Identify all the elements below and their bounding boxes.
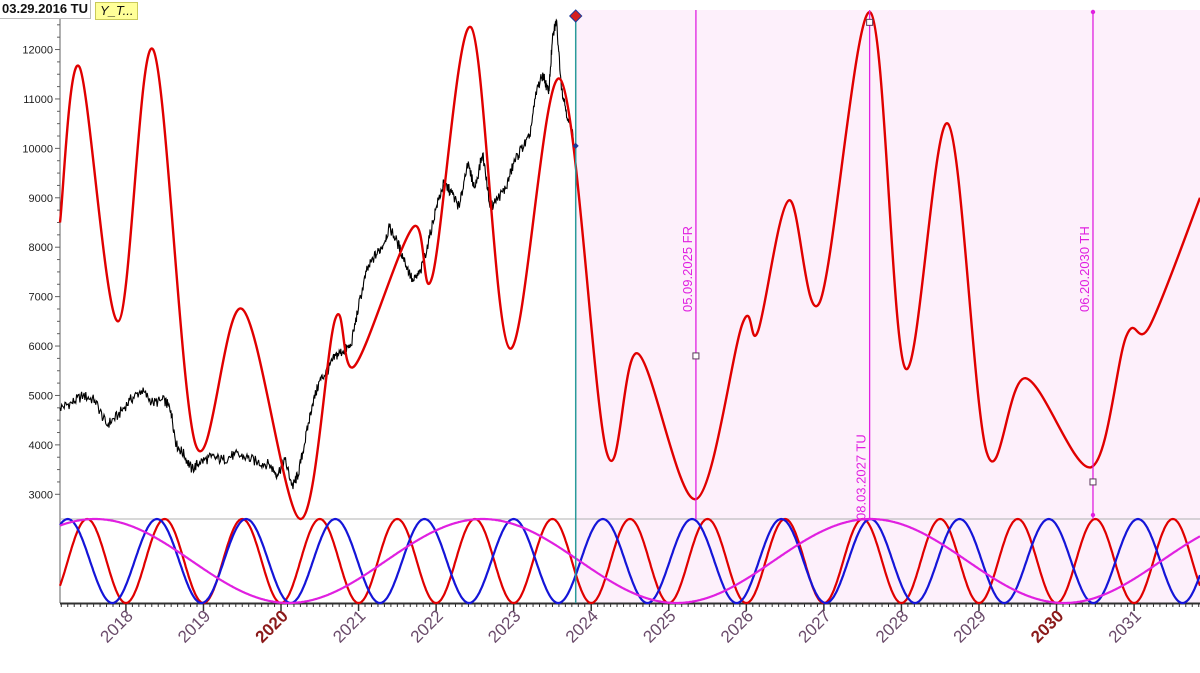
- y-tick-label: 9000: [29, 193, 53, 205]
- y-tick-label: 10000: [22, 143, 53, 155]
- annotation-end-dot: [1090, 512, 1096, 518]
- axis-labels: 3000 4000 5000 6000 7000 8000 9000 10000 11000 12…: [22, 45, 1145, 647]
- y-tick-label: 8000: [29, 242, 53, 254]
- y-tick-label: 6000: [29, 341, 53, 353]
- cursor-diamond-marker: [569, 9, 583, 23]
- y-tick-label: 7000: [29, 292, 53, 304]
- price-line: [59, 18, 577, 490]
- x-tick-label: 2018: [97, 606, 137, 646]
- annotation-end-dot: [1090, 9, 1096, 15]
- cycle-line-magenta: [59, 517, 1200, 605]
- annotations: 05.09.2025 FR 08.03.2027 TU 06.20.2030 TH: [569, 9, 1097, 603]
- x-tick-label: 2021: [329, 606, 369, 646]
- x-tick-label: 2024: [562, 606, 602, 646]
- y-tick-label: 3000: [29, 489, 53, 501]
- annotation-marker: [692, 352, 700, 360]
- annotation-marker: [866, 18, 874, 26]
- annotation-marker: [1089, 478, 1097, 486]
- x-tick-label: 2025: [639, 606, 679, 646]
- y-tick-label: 5000: [29, 390, 53, 402]
- cycle-line-blue: [59, 517, 1200, 605]
- cursor-date: 03.29.2016 TU: [0, 0, 92, 19]
- x-tick-label: 2022: [407, 606, 447, 646]
- annotation-date-label: 06.20.2030 TH: [1077, 226, 1092, 312]
- x-tick-label: 2028: [872, 606, 912, 646]
- y-tick-label: 12000: [22, 45, 53, 57]
- x-tick-label: 2026: [717, 606, 757, 646]
- x-tick-label: 2020: [252, 606, 292, 646]
- y-tick-label: 11000: [23, 94, 53, 106]
- x-tick-label: 2029: [950, 606, 990, 646]
- annotation-date-label: 05.09.2025 FR: [680, 226, 695, 312]
- symbol-label[interactable]: Y_T...: [95, 2, 139, 20]
- x-tick-label: 2027: [795, 606, 835, 646]
- x-tick-label: 2030: [1027, 606, 1067, 646]
- y-tick-label: 4000: [29, 440, 53, 452]
- price-panel: [58, 11, 1200, 521]
- x-tick-label: 2019: [174, 606, 214, 646]
- forecast-zone: [575, 10, 1200, 603]
- projection-line: [58, 11, 1200, 521]
- x-tick-label: 2031: [1105, 606, 1145, 646]
- cycle-line-red: [58, 517, 1200, 605]
- x-tick-label: 2023: [484, 606, 524, 646]
- cycle-panel: [58, 517, 1200, 605]
- annotation-date-label: 08.03.2027 TU: [854, 434, 869, 520]
- last-price-marker: [572, 142, 579, 149]
